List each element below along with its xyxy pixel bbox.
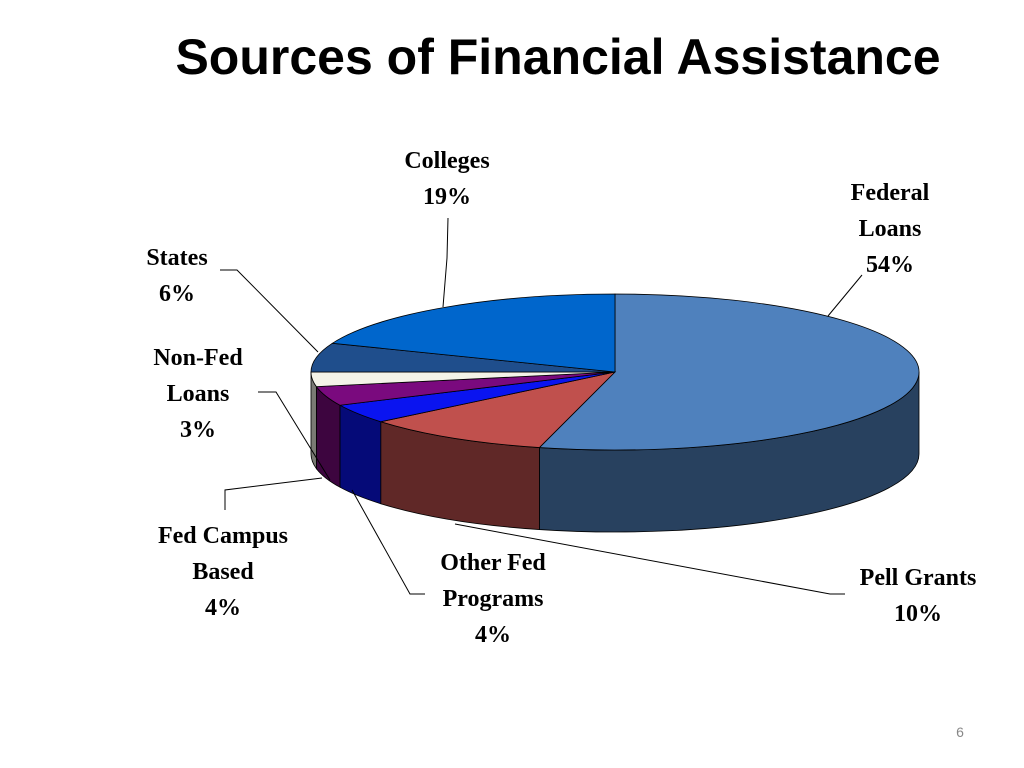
value-label: 6% (159, 281, 195, 307)
slice-label: Other Fed Programs (440, 550, 546, 612)
slice-label: Non-Fed Loans (153, 345, 243, 407)
value-label: 54% (866, 252, 914, 278)
slice (331, 293, 616, 373)
value-label: 4% (205, 595, 241, 621)
leader-line (224, 477, 323, 510)
slice-label: Pell Grants (859, 565, 977, 591)
leader-line (258, 391, 331, 481)
slice (379, 371, 617, 448)
value-label: 3% (180, 417, 216, 443)
slice-label: States (146, 245, 208, 271)
slice-label: Fed Campus Based (157, 523, 289, 585)
slice-label: Colleges (404, 148, 490, 174)
leader-line (827, 274, 863, 317)
leader-line (220, 269, 319, 353)
value-label: 4% (475, 622, 511, 648)
slice (538, 293, 920, 451)
slide-number: 6 (956, 724, 964, 740)
value-label: 19% (423, 184, 471, 210)
value-label: 10% (894, 601, 942, 627)
chart-title: Sources of Financial Assistance (175, 29, 941, 85)
leader-line (442, 217, 449, 308)
leader-line (454, 523, 845, 595)
slice-label: Federal Loans (850, 180, 930, 242)
leader-line (351, 489, 425, 595)
